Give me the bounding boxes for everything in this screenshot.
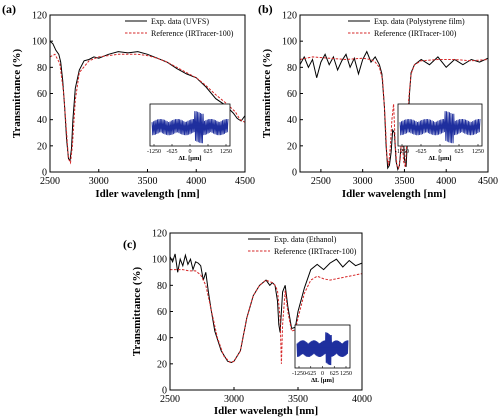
inset-x-label: ΔL [μm] bbox=[178, 155, 201, 162]
y-tick-label: 100 bbox=[32, 37, 47, 48]
y-tick-label: 60 bbox=[287, 89, 297, 100]
panel-label: (b) bbox=[258, 2, 273, 16]
y-tick-label: 40 bbox=[287, 115, 297, 126]
y-tick-label: 0 bbox=[42, 168, 47, 179]
panel-label: (a) bbox=[2, 2, 16, 16]
y-tick-label: 60 bbox=[37, 89, 47, 100]
y-tick-label: 40 bbox=[157, 333, 167, 344]
inset-tick-label: 625 bbox=[455, 149, 464, 155]
inset-tick-label: 1250 bbox=[220, 149, 232, 155]
y-tick-label: 60 bbox=[157, 307, 167, 318]
x-tick-label: 3500 bbox=[138, 176, 158, 187]
y-tick-label: 20 bbox=[287, 141, 297, 152]
x-tick-label: 3500 bbox=[288, 394, 308, 405]
series-line-exp bbox=[50, 40, 245, 162]
panel-label: (c) bbox=[123, 237, 136, 251]
y-tick-label: 120 bbox=[32, 11, 47, 22]
series-line-reference bbox=[50, 53, 245, 165]
inset-tick-label: -1250 bbox=[292, 371, 306, 377]
x-tick-label: 4500 bbox=[235, 176, 255, 187]
x-tick-label: 4000 bbox=[186, 176, 206, 187]
y-tick-label: 100 bbox=[152, 255, 167, 266]
panel-c: (c) 2500 3000 3500 4000 0 20 40 60 80 100 120 Idler … bbox=[123, 229, 372, 418]
inset-x-label: ΔL [μm] bbox=[311, 377, 334, 384]
inset-tick-label: 1250 bbox=[340, 371, 352, 377]
y-axis-label: Transmittance (%) bbox=[261, 49, 273, 139]
x-tick-label: 2500 bbox=[160, 394, 180, 405]
legend-entry: Reference (IRTracer-100) bbox=[274, 247, 357, 256]
inset-tick-label: 0 bbox=[321, 371, 324, 377]
x-tick-label: 3000 bbox=[353, 176, 373, 187]
x-tick-label: 4000 bbox=[352, 394, 372, 405]
legend-entry: Exp. data (Polystyrene film) bbox=[374, 17, 465, 26]
inset-tick-label: -1250 bbox=[147, 149, 161, 155]
x-tick-label: 2500 bbox=[40, 176, 60, 187]
legend-entry: Exp. data (UVFS) bbox=[151, 17, 209, 26]
inset-interferogram bbox=[296, 332, 349, 366]
inset-x-label: ΔL [μm] bbox=[428, 155, 451, 162]
y-tick-label: 100 bbox=[282, 37, 297, 48]
y-tick-label: 40 bbox=[37, 115, 47, 126]
panel-a: (a) 2500 3000 3500 4000 4500 0 20 40 60 80 100 120 Id… bbox=[2, 2, 255, 200]
legend-entry: Reference (IRTracer-100) bbox=[151, 29, 234, 38]
legend-entry: Exp. data (Ethanol) bbox=[274, 235, 337, 244]
panel-b: (b) 2500 3000 3500 4000 4500 0 20 40 60 80 100 120 Id… bbox=[258, 2, 498, 200]
x-tick-label: 4000 bbox=[436, 176, 456, 187]
y-axis-label: Transmittance (%) bbox=[131, 267, 143, 357]
y-axis-label: Transmittance (%) bbox=[11, 49, 23, 139]
x-tick-label: 4500 bbox=[478, 176, 498, 187]
inset-tick-label: 625 bbox=[204, 149, 213, 155]
x-axis-label: Idler wavelength [nm] bbox=[95, 188, 199, 200]
series-line-reference bbox=[300, 56, 488, 170]
series-group bbox=[170, 253, 362, 364]
x-axis-label: Idler wavelength [nm] bbox=[342, 188, 446, 200]
inset-tick-label: 0 bbox=[439, 149, 442, 155]
series-line-reference bbox=[170, 269, 362, 364]
y-tick-label: 80 bbox=[37, 63, 47, 74]
inset-interferogram bbox=[399, 111, 481, 144]
inset-tick-label: 625 bbox=[330, 371, 339, 377]
y-tick-label: 0 bbox=[162, 386, 167, 397]
inset-tick-label: -625 bbox=[167, 149, 178, 155]
x-tick-label: 2500 bbox=[311, 176, 331, 187]
x-axis-label: Idler wavelength [nm] bbox=[214, 405, 318, 417]
series-group bbox=[50, 40, 245, 165]
y-tick-label: 120 bbox=[152, 229, 167, 240]
inset-interferogram bbox=[151, 111, 229, 144]
inset: -1250 -625 0 625 1250 ΔL [μm] bbox=[395, 103, 484, 162]
y-tick-label: 80 bbox=[287, 63, 297, 74]
inset: -1250 -625 0 625 1250 ΔL [μm] bbox=[147, 103, 232, 162]
inset-tick-label: -1250 bbox=[395, 149, 409, 155]
inset-tick-label: 0 bbox=[189, 149, 192, 155]
y-tick-label: 20 bbox=[157, 359, 167, 370]
y-tick-label: 80 bbox=[157, 281, 167, 292]
inset-tick-label: 1250 bbox=[472, 149, 484, 155]
inset-tick-label: -625 bbox=[416, 149, 427, 155]
legend-entry: Reference (IRTracer-100) bbox=[374, 29, 457, 38]
y-tick-label: 120 bbox=[282, 11, 297, 22]
y-tick-label: 0 bbox=[292, 168, 297, 179]
inset-tick-label: -625 bbox=[305, 371, 316, 377]
x-tick-label: 3000 bbox=[224, 394, 244, 405]
x-tick-label: 3500 bbox=[394, 176, 414, 187]
y-tick-label: 20 bbox=[37, 141, 47, 152]
inset: -1250 -625 0 625 1250 ΔL [μm] bbox=[292, 324, 352, 384]
x-tick-label: 3000 bbox=[89, 176, 109, 187]
series-group bbox=[300, 50, 488, 172]
